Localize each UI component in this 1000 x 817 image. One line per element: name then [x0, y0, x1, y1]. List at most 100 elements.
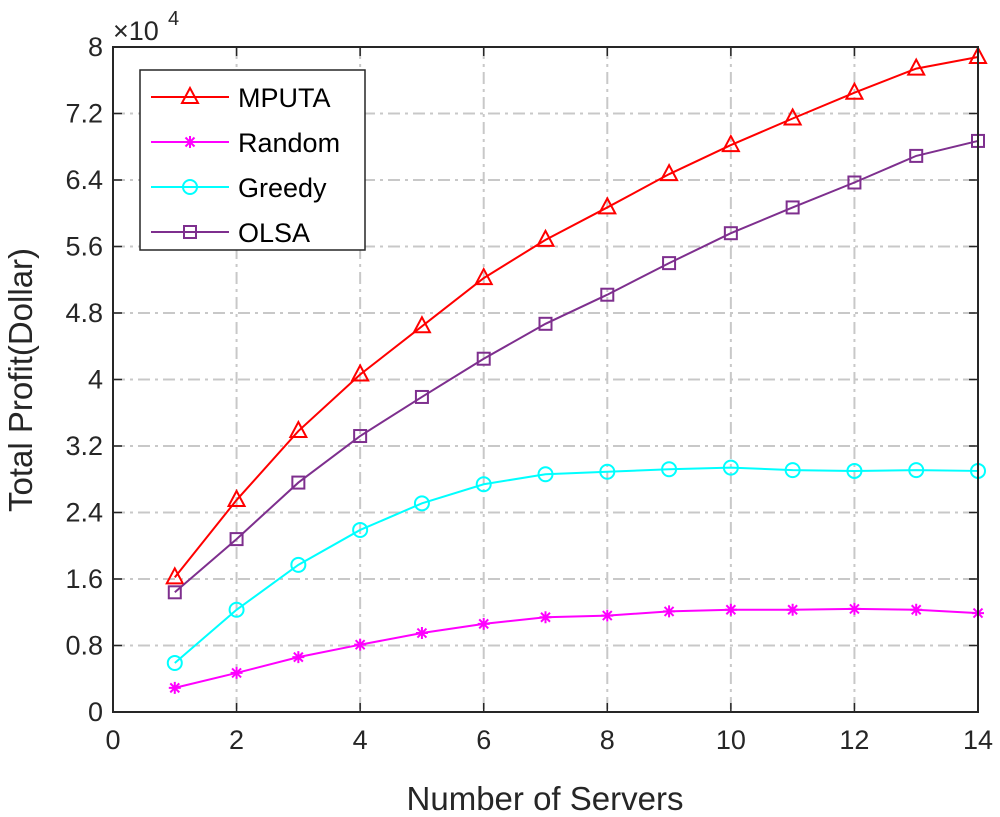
data-point	[291, 475, 306, 490]
data-point	[353, 429, 368, 444]
data-point	[848, 602, 861, 615]
data-point	[909, 148, 924, 163]
data-point	[538, 316, 553, 331]
data-point	[412, 315, 432, 334]
data-point	[539, 611, 552, 624]
y-tick-label: 8	[88, 32, 103, 62]
y-tick-label: 7.2	[65, 99, 103, 129]
y-axis-label: Total Profit(Dollar)	[2, 248, 39, 512]
y-tick-label: 6.4	[65, 165, 103, 195]
data-point	[599, 463, 616, 480]
data-point	[600, 287, 615, 302]
data-point	[662, 256, 677, 271]
data-point	[659, 163, 679, 182]
legend-item-random: Random	[151, 128, 340, 158]
data-point	[228, 601, 245, 618]
data-point	[413, 495, 430, 512]
data-point	[292, 651, 305, 664]
x-tick-label: 6	[476, 725, 491, 755]
y-tick-label: 5.6	[65, 232, 103, 262]
data-point	[721, 133, 741, 153]
x-tick-label: 0	[105, 725, 120, 755]
y-tick-label: 4	[88, 365, 103, 395]
data-point	[415, 627, 428, 640]
data-point	[167, 585, 182, 600]
series-random	[168, 602, 984, 694]
data-point	[166, 654, 183, 671]
x-tick-label: 4	[353, 725, 368, 755]
legend-item-greedy: Greedy	[151, 173, 327, 203]
x-axis-label: Number of Servers	[407, 780, 684, 817]
data-point	[782, 107, 803, 126]
data-point	[352, 521, 369, 538]
y-tick-label: 3.2	[65, 431, 103, 461]
data-point	[846, 462, 863, 479]
data-point	[474, 266, 494, 286]
y-tick-label: 0.8	[65, 631, 103, 661]
data-point	[663, 605, 676, 618]
data-point	[597, 196, 617, 215]
legend-label: Greedy	[238, 173, 327, 203]
data-point	[350, 363, 370, 382]
x-tick-label: 10	[716, 725, 746, 755]
data-point	[847, 175, 862, 190]
series-line	[174, 607, 979, 689]
data-point	[535, 228, 556, 247]
legend-box	[139, 69, 366, 251]
legend-label: Random	[238, 128, 340, 158]
data-point	[784, 462, 801, 479]
y-multiplier-base: ×10	[113, 16, 159, 46]
series-group	[165, 45, 988, 694]
data-point	[230, 666, 243, 679]
data-point	[476, 351, 491, 366]
data-point	[537, 466, 554, 483]
series-line	[174, 139, 979, 594]
y-axis-multiplier: ×10 4	[113, 8, 179, 46]
axis-ticks: 0 2 4 6 8 10 12 14 0 0.8 1.6 2.4 3.2 4 4.8 5.6 6.4 7.2 8	[65, 32, 993, 755]
series-greedy	[166, 459, 986, 671]
x-tick-label: 12	[839, 725, 869, 755]
legend: MPUTA Random Greedy OLSA	[139, 69, 366, 251]
data-point	[165, 566, 185, 585]
legend-label: OLSA	[238, 218, 310, 248]
data-point	[226, 488, 247, 508]
legend-marker	[183, 225, 197, 239]
legend-item-olsa: OLSA	[151, 218, 310, 248]
data-point	[288, 419, 309, 439]
data-point	[722, 459, 739, 476]
legend-item-mputa: MPUTA	[151, 83, 331, 113]
legend-marker	[182, 179, 198, 195]
y-multiplier-exponent: 4	[168, 8, 179, 30]
data-point	[290, 556, 307, 573]
data-point	[354, 638, 367, 651]
data-point	[229, 532, 244, 547]
data-point	[414, 389, 429, 404]
data-point	[475, 476, 492, 493]
y-tick-label: 2.4	[65, 498, 103, 528]
series-mputa	[165, 45, 988, 585]
data-point	[786, 603, 799, 616]
legend-label: MPUTA	[238, 83, 331, 113]
data-point	[723, 226, 738, 241]
series-line	[174, 55, 979, 578]
data-point	[601, 609, 614, 622]
data-point	[477, 617, 490, 630]
x-tick-label: 2	[229, 725, 244, 755]
data-point	[906, 57, 926, 76]
y-tick-label: 4.8	[65, 298, 103, 328]
data-point	[168, 681, 181, 694]
legend-marker	[180, 85, 200, 104]
legend-marker	[184, 136, 196, 148]
data-point	[724, 603, 737, 616]
data-point	[910, 603, 923, 616]
data-point	[785, 200, 800, 215]
x-tick-label: 14	[963, 725, 993, 755]
y-tick-label: 0	[88, 697, 103, 727]
data-point	[661, 461, 678, 478]
y-tick-label: 1.6	[65, 564, 103, 594]
series-olsa	[167, 133, 985, 600]
data-point	[844, 81, 865, 100]
x-tick-label: 8	[600, 725, 615, 755]
series-line	[174, 466, 979, 664]
